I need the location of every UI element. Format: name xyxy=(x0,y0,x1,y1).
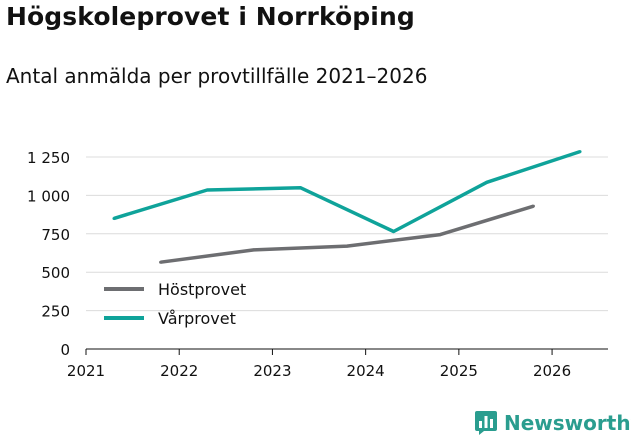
x-tick-label: 2026 xyxy=(533,362,571,380)
x-tick-label: 2021 xyxy=(67,362,105,380)
line-chart: 0 250 500 750 1 000 1 250 2021 2022 2023 2024 2025… xyxy=(27,149,608,380)
data-point xyxy=(205,188,209,192)
brand-logo: Newsworthy xyxy=(474,408,631,438)
data-point xyxy=(298,186,302,190)
data-point xyxy=(438,233,442,237)
data-point xyxy=(578,150,582,154)
series-line-varprovet xyxy=(113,149,581,234)
y-tick-label: 0 xyxy=(60,341,70,359)
x-tick-label: 2025 xyxy=(440,362,478,380)
y-tick-label: 750 xyxy=(41,226,70,244)
y-tick-label: 250 xyxy=(41,303,70,321)
data-point xyxy=(345,244,349,248)
brand-name: Newsworthy xyxy=(504,411,631,435)
data-point xyxy=(112,216,116,220)
legend-label: Vårprovet xyxy=(158,309,236,328)
bar-chart-icon xyxy=(475,411,497,435)
chart-title: Högskoleprovet i Norrköping xyxy=(6,2,415,31)
x-tick-label: 2024 xyxy=(347,362,385,380)
data-point xyxy=(531,204,535,208)
data-point xyxy=(485,180,489,184)
x-tick-label: 2023 xyxy=(253,362,291,380)
data-point xyxy=(159,260,163,264)
data-point xyxy=(252,248,256,252)
y-tick-label: 1 000 xyxy=(27,187,70,205)
legend-label: Höstprovet xyxy=(158,280,246,299)
y-tick-label: 500 xyxy=(41,264,70,282)
y-tick-label: 1 250 xyxy=(27,149,70,167)
data-point xyxy=(392,229,396,233)
chart-subtitle: Antal anmälda per provtillfälle 2021–202… xyxy=(6,64,428,88)
x-tick-label: 2022 xyxy=(160,362,198,380)
